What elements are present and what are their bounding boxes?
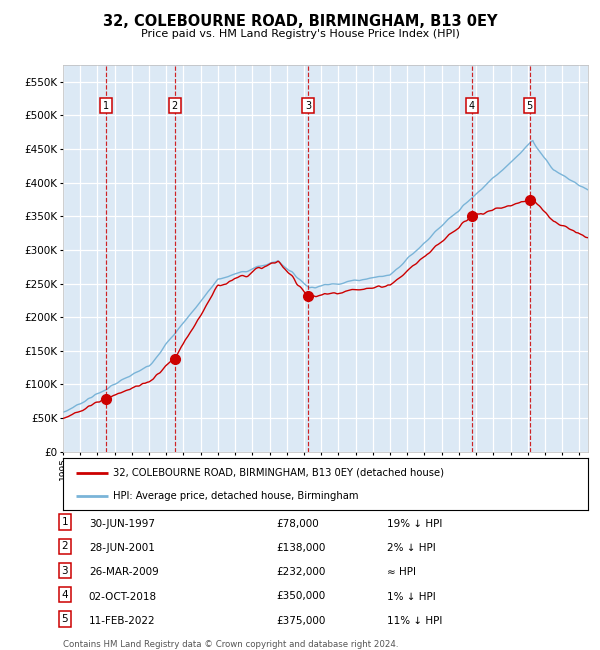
- Text: 32, COLEBOURNE ROAD, BIRMINGHAM, B13 0EY (detached house): 32, COLEBOURNE ROAD, BIRMINGHAM, B13 0EY…: [113, 468, 444, 478]
- Text: £375,000: £375,000: [276, 616, 325, 625]
- Text: 02-OCT-2018: 02-OCT-2018: [89, 592, 157, 601]
- Text: 30-JUN-1997: 30-JUN-1997: [89, 519, 155, 529]
- Text: 5: 5: [61, 614, 68, 623]
- Text: £232,000: £232,000: [276, 567, 325, 577]
- Text: 11% ↓ HPI: 11% ↓ HPI: [387, 616, 442, 625]
- Text: ≈ HPI: ≈ HPI: [387, 567, 416, 577]
- Text: 28-JUN-2001: 28-JUN-2001: [89, 543, 155, 553]
- Text: 32, COLEBOURNE ROAD, BIRMINGHAM, B13 0EY: 32, COLEBOURNE ROAD, BIRMINGHAM, B13 0EY: [103, 14, 497, 29]
- Text: 3: 3: [61, 566, 68, 575]
- Text: £350,000: £350,000: [276, 592, 325, 601]
- Text: 1% ↓ HPI: 1% ↓ HPI: [387, 592, 436, 601]
- Text: 1: 1: [61, 517, 68, 527]
- Text: Contains HM Land Registry data © Crown copyright and database right 2024.
This d: Contains HM Land Registry data © Crown c…: [63, 640, 398, 650]
- Text: Price paid vs. HM Land Registry's House Price Index (HPI): Price paid vs. HM Land Registry's House …: [140, 29, 460, 38]
- Text: 2% ↓ HPI: 2% ↓ HPI: [387, 543, 436, 553]
- Text: 11-FEB-2022: 11-FEB-2022: [89, 616, 155, 625]
- Text: 26-MAR-2009: 26-MAR-2009: [89, 567, 158, 577]
- Text: 2: 2: [61, 541, 68, 551]
- Text: 19% ↓ HPI: 19% ↓ HPI: [387, 519, 442, 529]
- Text: 5: 5: [527, 101, 533, 111]
- Text: £138,000: £138,000: [276, 543, 325, 553]
- Text: 4: 4: [469, 101, 475, 111]
- Text: 2: 2: [172, 101, 178, 111]
- Text: 4: 4: [61, 590, 68, 599]
- Text: 3: 3: [305, 101, 311, 111]
- Text: £78,000: £78,000: [276, 519, 319, 529]
- Text: HPI: Average price, detached house, Birmingham: HPI: Average price, detached house, Birm…: [113, 491, 358, 500]
- Text: 1: 1: [103, 101, 109, 111]
